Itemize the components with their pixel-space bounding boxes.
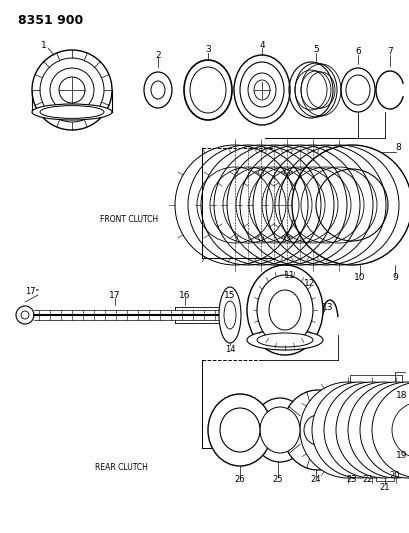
Text: 2: 2 (155, 51, 160, 60)
Text: 7: 7 (386, 47, 392, 56)
Circle shape (323, 382, 409, 478)
Circle shape (347, 382, 409, 478)
Text: 17ᵃ: 17ᵃ (25, 287, 39, 296)
Circle shape (335, 382, 409, 478)
Text: 4: 4 (258, 41, 264, 50)
Text: 18: 18 (395, 391, 407, 400)
Text: 15: 15 (224, 290, 235, 300)
Circle shape (379, 402, 409, 458)
Text: 26: 26 (234, 475, 245, 484)
Text: 1: 1 (41, 41, 47, 50)
Circle shape (367, 402, 409, 458)
Bar (375, 469, 393, 481)
Ellipse shape (220, 408, 259, 452)
Text: FRONT CLUTCH: FRONT CLUTCH (100, 215, 158, 224)
Ellipse shape (252, 398, 307, 462)
Text: 25: 25 (272, 475, 283, 484)
Ellipse shape (207, 394, 271, 466)
Ellipse shape (246, 330, 322, 350)
Text: 17: 17 (109, 290, 121, 300)
Text: 22: 22 (362, 475, 372, 484)
Circle shape (319, 402, 375, 458)
Text: 3: 3 (204, 45, 210, 54)
Circle shape (311, 382, 407, 478)
Text: 14: 14 (224, 345, 235, 354)
Text: 16: 16 (179, 290, 190, 300)
Circle shape (343, 402, 399, 458)
Ellipse shape (303, 415, 331, 445)
Circle shape (299, 382, 395, 478)
Text: 6: 6 (354, 47, 360, 56)
Ellipse shape (281, 390, 353, 470)
Text: 10: 10 (353, 273, 365, 282)
Circle shape (359, 382, 409, 478)
Text: 21: 21 (379, 482, 389, 491)
Ellipse shape (218, 287, 240, 343)
Ellipse shape (256, 275, 312, 345)
Text: 23: 23 (346, 475, 356, 484)
Text: 11: 11 (283, 271, 295, 279)
Ellipse shape (259, 407, 299, 453)
Circle shape (355, 402, 409, 458)
Ellipse shape (223, 301, 236, 329)
Text: 12: 12 (303, 279, 315, 288)
Ellipse shape (246, 265, 322, 355)
Ellipse shape (256, 333, 312, 347)
Text: 8351 900: 8351 900 (18, 14, 83, 27)
Text: 20: 20 (389, 471, 399, 480)
Text: 9: 9 (391, 273, 397, 282)
Ellipse shape (32, 104, 112, 120)
Text: 5: 5 (312, 45, 318, 54)
Circle shape (371, 382, 409, 478)
Circle shape (291, 145, 409, 265)
Text: 24: 24 (310, 475, 321, 484)
Text: 8: 8 (394, 143, 400, 152)
Circle shape (391, 402, 409, 458)
Text: 19: 19 (395, 451, 407, 461)
Circle shape (315, 169, 387, 241)
Text: REAR CLUTCH: REAR CLUTCH (95, 464, 148, 472)
Ellipse shape (268, 290, 300, 330)
Ellipse shape (40, 106, 104, 118)
Text: 13: 13 (321, 303, 333, 312)
Circle shape (331, 402, 387, 458)
